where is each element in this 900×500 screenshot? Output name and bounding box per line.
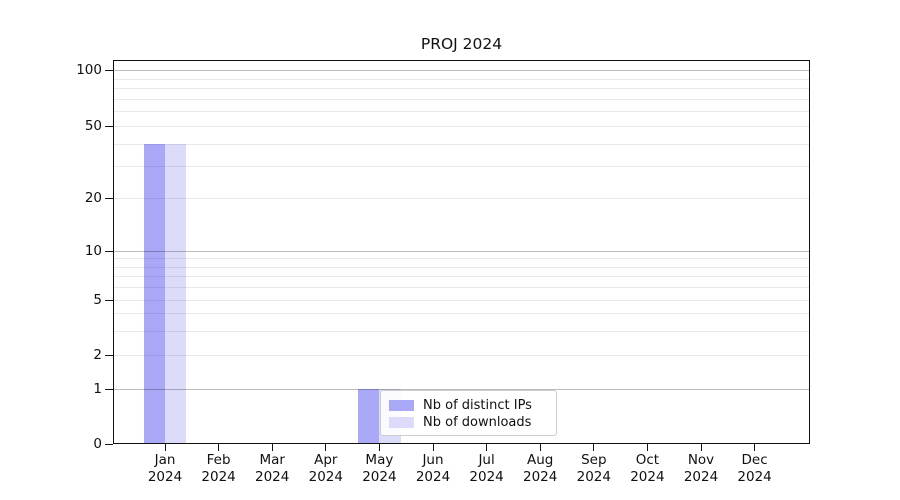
x-tick-label-line: 2024 [469,468,504,485]
x-axis-tick-label: Nov 2024 [674,452,728,485]
x-axis-tick-label: Jan 2024 [138,452,192,485]
y-tick-mark [105,299,113,301]
y-axis-tick-label: 20 [84,190,102,207]
x-tick-mark [432,444,434,451]
x-axis-tick-label: Dec 2024 [728,452,782,485]
x-tick-label-line: 2024 [147,468,183,485]
x-axis-tick-label: May 2024 [352,452,406,485]
x-tick-mark [700,444,702,451]
x-tick-mark [164,444,166,451]
x-tick-label-line: Aug [527,452,554,468]
x-tick-mark [593,444,595,451]
x-tick-mark [378,444,381,451]
x-tick-label-line: 2024 [737,468,772,485]
x-tick-label-line: Jan [154,452,176,468]
x-axis-tick-label: Jun 2024 [406,452,460,485]
x-tick-label-line: Apr [314,452,338,468]
x-tick-mark [539,444,541,451]
x-tick-mark [271,444,273,451]
y-tick-mark [105,125,113,127]
y-axis-tick-label: 5 [93,292,102,308]
x-axis-tick-label: Sep 2024 [567,452,621,485]
x-tick-mark [325,444,327,451]
y-axis-tick-label: 2 [93,347,102,363]
y-axis-tick-label: 100 [76,62,102,78]
y-axis-tick-label: 10 [84,243,102,259]
x-axis-tick-label: Oct 2024 [620,452,674,485]
y-tick-mark [105,250,113,252]
legend-swatch-distinct-ips [389,399,414,411]
x-axis-tick-label: Feb 2024 [192,452,246,485]
x-tick-label-line: Feb [206,452,231,468]
x-tick-label-line: 2024 [255,468,290,485]
x-axis-tick-label: Mar 2024 [245,452,299,485]
x-tick-mark [646,444,649,451]
legend-swatch-downloads [389,416,414,428]
x-tick-label-line: Jul [478,452,495,468]
y-tick-mark [105,388,113,390]
x-tick-mark [486,444,488,451]
plot-area-frame [113,60,810,444]
y-axis-tick-label: 1 [93,381,102,397]
y-axis-tick-label: 0 [93,436,102,452]
x-tick-label-line: Jun [422,452,444,468]
x-tick-label-line: Dec [741,452,768,468]
legend-item-distinct-ips: Nb of distinct IPs [389,397,548,413]
x-tick-label-line: May [365,452,394,468]
x-tick-label-line: Sep [581,452,607,468]
x-axis-tick-label: Jul 2024 [460,452,514,485]
legend-label-distinct-ips: Nb of distinct IPs [423,397,532,413]
x-axis-tick-label: Apr 2024 [299,452,353,485]
legend-label-downloads: Nb of downloads [423,414,532,430]
legend: Nb of distinct IPs Nb of downloads [380,390,557,436]
x-tick-mark [218,444,220,451]
x-tick-label-line: Mar [259,452,285,468]
y-tick-mark [105,443,113,445]
x-tick-mark [754,444,756,451]
x-tick-label-line: 2024 [201,468,236,485]
x-tick-label-line: 2024 [362,468,397,485]
x-tick-label-line: 2024 [308,468,343,485]
x-tick-label-line: 2024 [415,468,451,485]
y-axis-tick-label: 50 [84,118,102,134]
x-tick-label-line: 2024 [630,468,665,485]
x-tick-label-line: Nov [687,452,715,468]
y-tick-mark [105,354,113,356]
x-axis-tick-label: Aug 2024 [513,452,567,485]
y-tick-mark [105,197,113,199]
x-tick-label-line: 2024 [576,468,611,485]
y-tick-mark [105,69,113,71]
x-tick-label-line: Oct [635,452,660,468]
x-tick-label-line: 2024 [683,468,719,485]
chart-title: PROJ 2024 [420,35,503,53]
legend-item-downloads: Nb of downloads [389,414,548,430]
x-tick-label-line: 2024 [523,468,558,485]
